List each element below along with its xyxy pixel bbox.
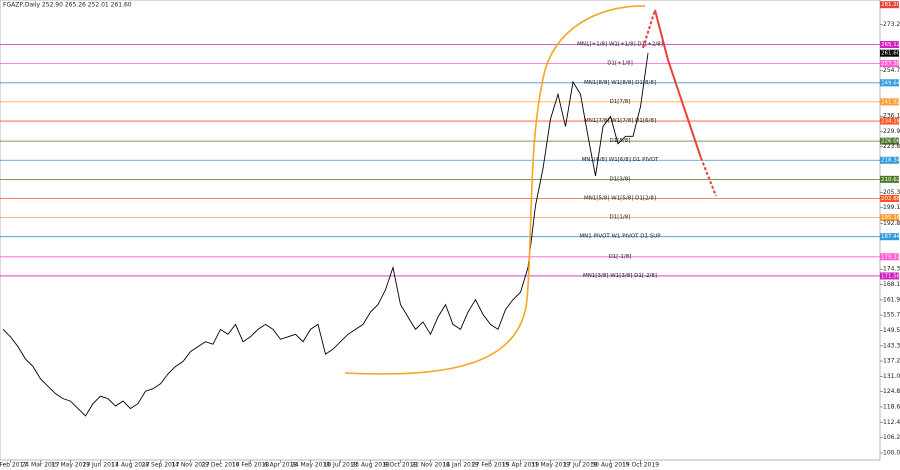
y-tick-label: 199.15: [883, 204, 900, 211]
x-tick-label: 24 May 2018: [291, 462, 330, 469]
level-tag-label: 179.32: [881, 254, 900, 260]
level-tag-label: 195.16: [881, 215, 900, 221]
level-tag: [880, 40, 899, 48]
x-tick-label: 27 Feb 2019: [472, 462, 510, 469]
x-tick-label: 22 Nov 2018: [411, 462, 450, 469]
level-tag: [880, 195, 899, 203]
level-tag-label: 265.12: [881, 42, 900, 48]
forecast-up: [642, 9, 656, 49]
y-tick-label: 143.35: [883, 342, 900, 349]
level-tag: [880, 60, 899, 68]
level-tag: [880, 233, 899, 241]
x-tick-label: 6 Apr 2018: [264, 462, 297, 469]
x-tick-label: 31 May 2019: [531, 462, 570, 469]
x-tick-label: 28 Sep 2017: [141, 462, 179, 469]
level-label: D1[-1/8]: [609, 254, 632, 260]
forecast-down: [654, 9, 702, 159]
level-label: D1[1/8]: [610, 215, 631, 221]
price: [2, 53, 649, 417]
level-label: D1[3/8]: [610, 176, 631, 182]
level-tag: [880, 137, 899, 145]
level-tag: [880, 156, 899, 164]
x-tick-label: 3 Feb 2017: [0, 462, 27, 469]
level-label: MN1[5/8] W1[5/8] D1[2/8]: [584, 196, 656, 202]
levels: MN1[+1/8] W1[+1/8] D1[+2/8] 265.12 D1[+1/8…: [0, 40, 900, 280]
x-tick-label: 29 Dec 2017: [201, 462, 240, 469]
y-tick-label: 205.30: [883, 189, 900, 196]
y-tick-label: 106.25: [883, 434, 900, 441]
y-tick-label: 236.15: [883, 113, 900, 120]
x-tick-label: 15 Apr 2019: [502, 462, 539, 469]
price-tag-label: 261.60: [881, 51, 900, 57]
level-label: MN1[7/8] W1[7/8] D1[6/8]: [584, 118, 656, 124]
x-tick-label: 24 Mar 2017: [21, 462, 59, 469]
level-tag: [880, 175, 899, 183]
level-label: MN1 PIVOT W1 PIVOT D1 SUP: [579, 234, 661, 240]
level-label: D1[5/8]: [610, 138, 631, 144]
y-tick-label: 223.80: [883, 143, 900, 150]
level-tag-label: 241.92: [881, 99, 900, 105]
y-tick-label: 192.85: [883, 220, 900, 227]
y-tick-label: 168.10: [883, 281, 900, 288]
x-tick-label: 15 May 2017: [51, 462, 90, 469]
level-tag-label: 202.88: [881, 196, 900, 202]
level-tag: [880, 253, 899, 261]
x-tick-label: 15 Oct 2019: [622, 462, 659, 469]
y-tick-label: 124.80: [883, 388, 900, 395]
y-tick-label: 229.95: [883, 128, 900, 135]
x-tick-label: 14 Aug 2017: [111, 462, 150, 469]
level-tag: [880, 117, 899, 125]
x-tick-label: 17 Jul 2019: [564, 462, 598, 469]
level-tag: [880, 79, 899, 87]
level-tag-label: 257.38: [881, 61, 900, 67]
level-tag-label: 249.64: [881, 80, 900, 86]
y-tick-label: 112.45: [883, 419, 900, 426]
y-tick-label: 149.55: [883, 327, 900, 334]
y-tick-label: 118.65: [883, 403, 900, 410]
y-tick-label: 131.00: [883, 373, 900, 380]
y-tick-label: 174.30: [883, 266, 900, 273]
x-tick-label: 14 Jan 2019: [443, 462, 479, 469]
x-tick-label: 14 Nov 2017: [171, 462, 210, 469]
level-label: MN1[8/8] W1[8/8] D1[8/8]: [584, 80, 656, 86]
level-label: MN1[6/8] W1[6/8] D1 PIVOT: [582, 157, 659, 163]
level-tag-label: 171.58: [881, 273, 900, 279]
x-tick-label: 30 Aug 2019: [591, 462, 630, 469]
chart-title: FGAZP,Daily 252.90 265.26 252.01 261.60: [3, 2, 132, 9]
x-tick-label: 23 Aug 2018: [351, 462, 390, 469]
level-label: MN1[3/8] W1[3/8] D1[-2/8]: [583, 273, 657, 279]
level-label: MN1[+1/8] W1[+1/8] D1[+2/8]: [577, 41, 663, 47]
level-tag-label: 234.18: [881, 119, 900, 125]
level-tag-label: 226.06: [881, 139, 900, 145]
level-label: D1[7/8]: [610, 99, 631, 105]
level-tag-label: 187.44: [881, 234, 900, 240]
level-tag: [880, 98, 899, 106]
x-tick-label: 8 Oct 2018: [384, 462, 417, 469]
price-line: [2, 53, 649, 417]
plot-frame: [0, 0, 881, 461]
y-tick-label: 155.75: [883, 312, 900, 319]
price-tag-label: 281.20: [881, 2, 900, 8]
price-tag: [880, 1, 899, 9]
level-label: D1[+1/8]: [607, 61, 633, 67]
orange-arc: [344, 5, 646, 375]
x-tick-label: 16 Feb 2018: [232, 462, 270, 469]
forecast-tail: [700, 157, 717, 197]
x-tick-label: 10 Jul 2018: [324, 462, 358, 469]
y-tick-label: 137.20: [883, 358, 900, 365]
y-tick-label: 273.25: [883, 21, 900, 28]
y-tick-label: 100.05: [883, 449, 900, 456]
price-tag: [880, 49, 899, 57]
y-tick-label: 161.90: [883, 296, 900, 303]
x-tick-label: 29 Jun 2017: [82, 462, 118, 469]
level-tag-label: 210.62: [881, 177, 900, 183]
level-tag: [880, 272, 899, 280]
level-tag-label: 218.34: [881, 158, 900, 164]
y-tick-label: 254.70: [883, 67, 900, 74]
level-tag: [880, 214, 899, 222]
